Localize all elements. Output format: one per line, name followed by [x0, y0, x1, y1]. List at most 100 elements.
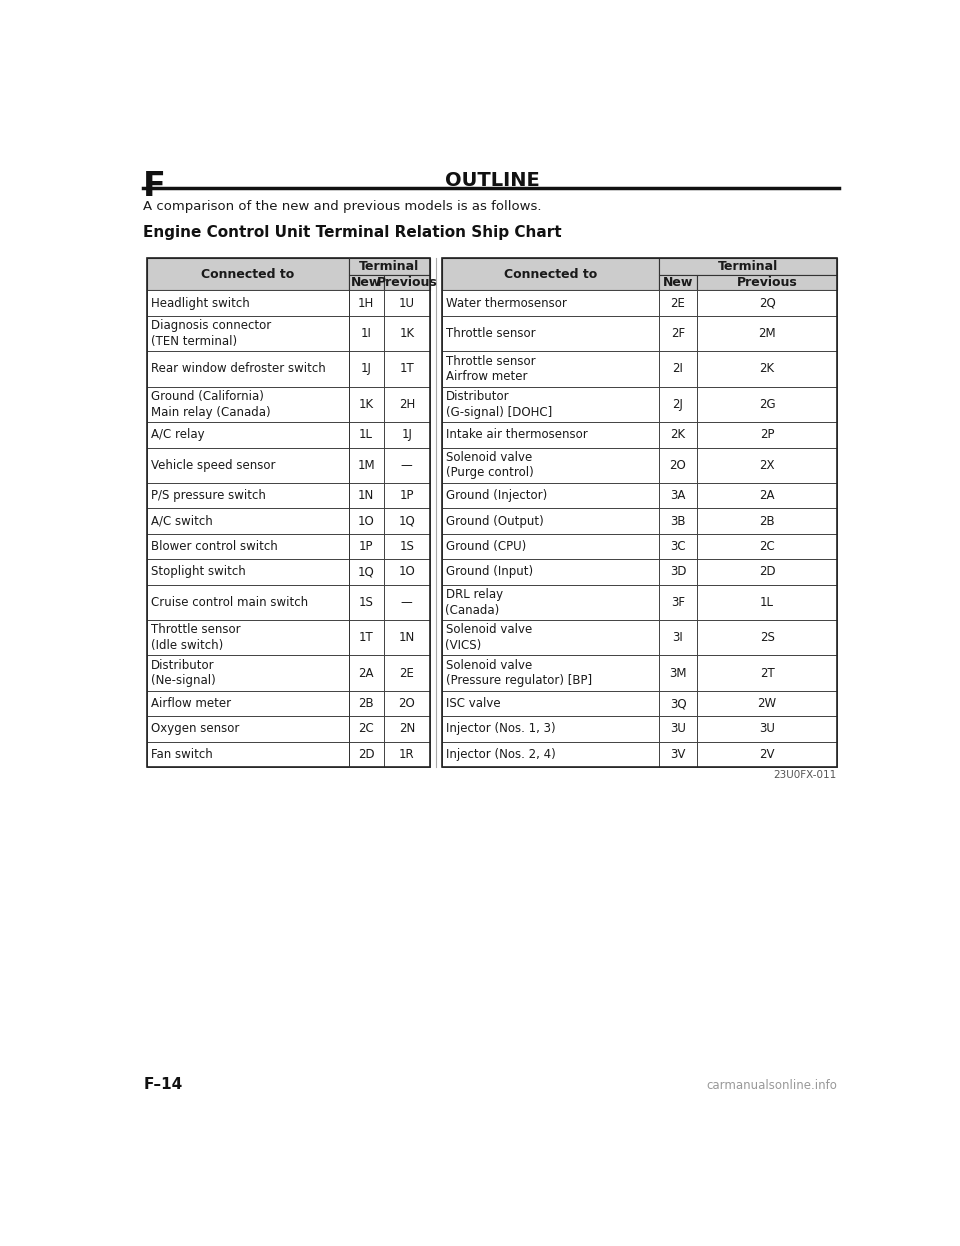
Bar — [147, 508, 348, 533]
Text: 3U: 3U — [759, 723, 775, 735]
Bar — [147, 315, 348, 351]
Text: 2B: 2B — [358, 697, 373, 710]
Bar — [442, 315, 659, 351]
Bar — [659, 386, 697, 422]
Bar — [348, 533, 383, 559]
Text: Throttle sensor: Throttle sensor — [445, 326, 535, 340]
Text: Ground (Output): Ground (Output) — [445, 515, 543, 527]
Bar — [348, 621, 383, 655]
Bar — [383, 690, 430, 716]
Bar — [383, 290, 430, 315]
Bar — [442, 741, 659, 768]
Text: carmanualsonline.info: carmanualsonline.info — [706, 1079, 837, 1091]
Text: 1H: 1H — [358, 297, 374, 310]
Bar — [659, 690, 697, 716]
Text: 3M: 3M — [669, 667, 686, 679]
Text: 1P: 1P — [359, 540, 373, 553]
Text: Solenoid valve
(VICS): Solenoid valve (VICS) — [445, 623, 532, 652]
Text: 1L: 1L — [760, 596, 774, 609]
Bar — [697, 690, 837, 716]
Bar — [697, 483, 837, 508]
Bar — [348, 315, 383, 351]
Text: 1L: 1L — [359, 429, 373, 441]
Text: Solenoid valve
(Purge control): Solenoid valve (Purge control) — [445, 451, 533, 480]
Text: 2T: 2T — [759, 667, 775, 679]
Text: —: — — [401, 459, 413, 472]
Bar — [659, 559, 697, 584]
Text: 23U0FX-011: 23U0FX-011 — [774, 770, 837, 780]
Text: Water thermosensor: Water thermosensor — [445, 297, 566, 310]
Text: 2A: 2A — [759, 490, 775, 502]
Bar — [348, 508, 383, 533]
Text: 2Q: 2Q — [758, 297, 776, 310]
Text: 2D: 2D — [358, 748, 374, 761]
Bar — [442, 716, 659, 741]
Text: 3A: 3A — [670, 490, 685, 502]
Bar — [147, 447, 348, 483]
Bar — [147, 655, 348, 690]
Text: Diagnosis connector
(TEN terminal): Diagnosis connector (TEN terminal) — [151, 319, 272, 348]
Text: 2D: 2D — [758, 566, 776, 578]
Text: Solenoid valve
(Pressure regulator) [BP]: Solenoid valve (Pressure regulator) [BP] — [445, 659, 591, 688]
Text: Stoplight switch: Stoplight switch — [151, 566, 246, 578]
Text: 2K: 2K — [670, 429, 685, 441]
Bar — [348, 258, 430, 275]
Text: 2H: 2H — [398, 397, 415, 411]
Text: A comparison of the new and previous models is as follows.: A comparison of the new and previous mod… — [143, 201, 541, 213]
Text: 1P: 1P — [399, 490, 414, 502]
Bar — [442, 483, 659, 508]
Text: —: — — [401, 596, 413, 609]
Bar — [147, 533, 348, 559]
Text: 2P: 2P — [760, 429, 775, 441]
Bar — [383, 315, 430, 351]
Bar — [348, 655, 383, 690]
Text: Oxygen sensor: Oxygen sensor — [151, 723, 239, 735]
Bar — [442, 386, 659, 422]
Bar — [659, 290, 697, 315]
Text: Vehicle speed sensor: Vehicle speed sensor — [151, 459, 276, 472]
Bar — [697, 315, 837, 351]
Text: Distributor
(Ne-signal): Distributor (Ne-signal) — [151, 659, 216, 688]
Text: Intake air thermosensor: Intake air thermosensor — [445, 429, 588, 441]
Bar — [383, 422, 430, 447]
Text: Throttle sensor
(Idle switch): Throttle sensor (Idle switch) — [151, 623, 241, 652]
Text: 1J: 1J — [401, 429, 412, 441]
Bar — [697, 422, 837, 447]
Bar — [442, 584, 659, 621]
Text: 1T: 1T — [359, 632, 373, 644]
Bar — [383, 584, 430, 621]
Bar — [348, 584, 383, 621]
Text: 2E: 2E — [399, 667, 414, 679]
Bar — [147, 290, 348, 315]
Bar — [442, 533, 659, 559]
Text: Terminal: Terminal — [359, 260, 420, 273]
Text: 1O: 1O — [398, 566, 415, 578]
Text: 1K: 1K — [399, 326, 415, 340]
Text: Ground (Input): Ground (Input) — [445, 566, 533, 578]
Text: 1R: 1R — [399, 748, 415, 761]
Bar — [147, 584, 348, 621]
Text: Blower control switch: Blower control switch — [151, 540, 277, 553]
Bar — [659, 716, 697, 741]
Text: 3F: 3F — [671, 596, 685, 609]
Text: 2E: 2E — [671, 297, 685, 310]
Bar — [348, 690, 383, 716]
Bar — [348, 275, 383, 290]
Text: ISC valve: ISC valve — [445, 697, 500, 710]
Text: 2C: 2C — [358, 723, 374, 735]
Bar — [442, 351, 659, 386]
Bar — [442, 290, 659, 315]
Bar — [442, 447, 659, 483]
Bar — [147, 258, 430, 768]
Bar — [697, 621, 837, 655]
Text: 2F: 2F — [671, 326, 685, 340]
Text: 2O: 2O — [398, 697, 415, 710]
Bar — [442, 258, 837, 768]
Bar — [383, 741, 430, 768]
Text: New: New — [662, 277, 693, 289]
Text: 2K: 2K — [759, 363, 775, 375]
Text: 1U: 1U — [398, 297, 415, 310]
Bar — [442, 655, 659, 690]
Bar — [659, 533, 697, 559]
Bar — [348, 351, 383, 386]
